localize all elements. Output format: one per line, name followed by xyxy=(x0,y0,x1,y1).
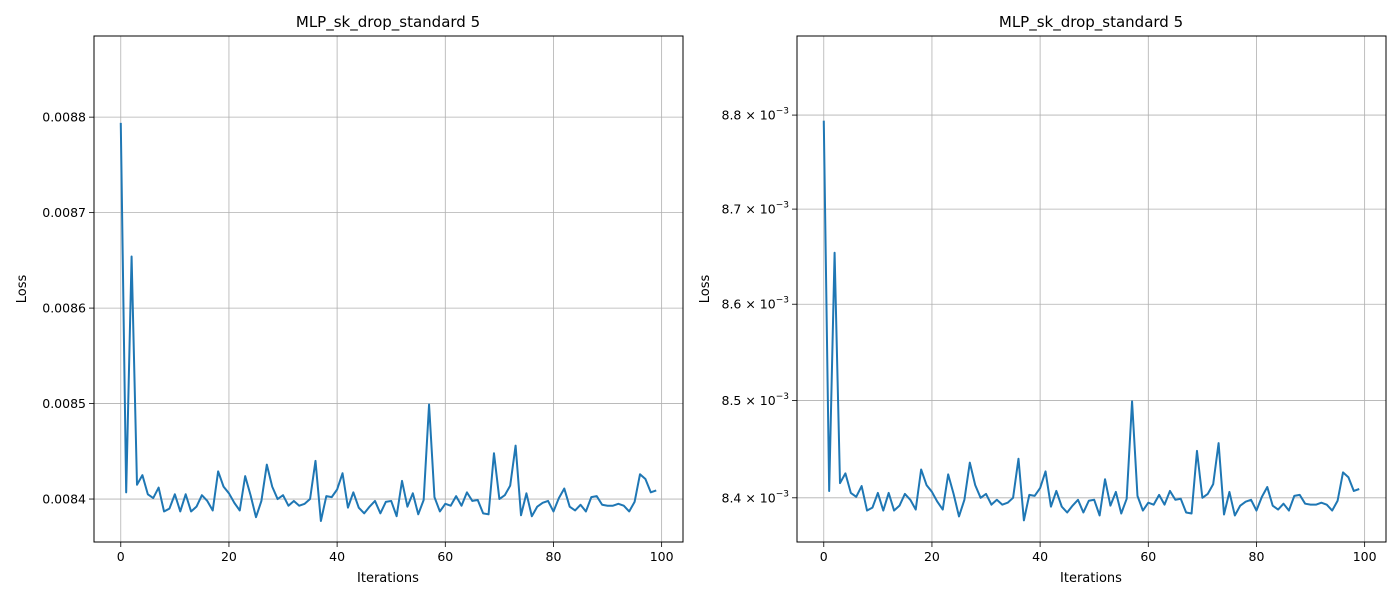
chart-title: MLP_sk_drop_standard 5 xyxy=(296,13,480,32)
y-tick-label: 8.5 × 10−3 xyxy=(722,392,790,408)
x-tick-label: 20 xyxy=(924,549,940,564)
y-tick-label: 8.7 × 10−3 xyxy=(722,201,790,217)
x-tick-label: 0 xyxy=(820,549,828,564)
plot-frame xyxy=(796,35,1387,543)
x-tick-label: 40 xyxy=(329,549,345,564)
chart-title: MLP_sk_drop_standard 5 xyxy=(999,13,1183,32)
loss-series-line xyxy=(119,122,657,522)
y-tick-label: 0.0087 xyxy=(42,205,86,220)
x-tick-label: 40 xyxy=(1032,549,1048,564)
x-tick-label: 80 xyxy=(1249,549,1265,564)
plot-frame xyxy=(93,35,684,543)
y-tick-label: 8.8 × 10−3 xyxy=(722,107,790,123)
y-tick-label: 0.0084 xyxy=(42,492,86,507)
chart-linear: MLP_sk_drop_standard 5 0 20 40 60 80 100 0.008… xyxy=(15,13,684,586)
x-tick-label: 100 xyxy=(1353,549,1377,564)
x-axis-label: Iterations xyxy=(357,571,419,586)
x-tick-label: 80 xyxy=(546,549,562,564)
y-axis-label: Loss xyxy=(15,275,30,304)
x-tick-label: 0 xyxy=(117,549,125,564)
y-tick-label: 8.4 × 10−3 xyxy=(722,489,790,505)
chart-log: MLP_sk_drop_standard 5 0 20 40 60 80 100 8.4 ×… xyxy=(698,13,1387,586)
x-tick-label: 60 xyxy=(437,549,453,564)
x-tick-label: 60 xyxy=(1140,549,1156,564)
y-tick-label: 0.0088 xyxy=(42,110,86,125)
x-tick-label: 100 xyxy=(650,549,674,564)
y-axis-label: Loss xyxy=(698,275,713,304)
y-tick-label: 8.6 × 10−3 xyxy=(722,296,790,312)
loss-series-line xyxy=(822,120,1360,522)
x-tick-label: 20 xyxy=(221,549,237,564)
x-axis-label: Iterations xyxy=(1060,571,1122,586)
y-tick-label: 0.0086 xyxy=(42,301,86,316)
y-tick-label: 0.0085 xyxy=(42,396,86,411)
